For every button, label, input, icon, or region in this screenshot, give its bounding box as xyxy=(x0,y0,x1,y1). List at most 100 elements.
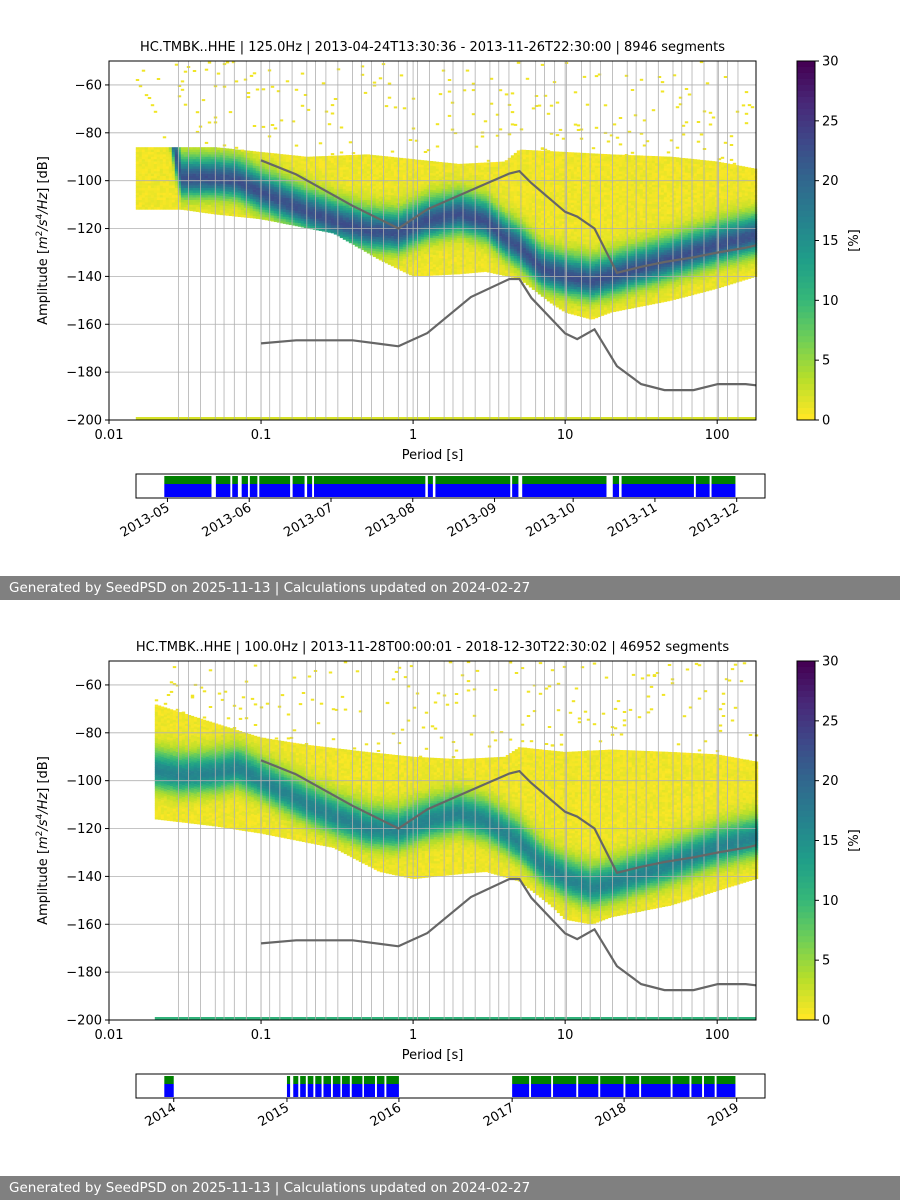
heatmap-cell xyxy=(504,215,509,219)
heatmap-cell xyxy=(363,238,368,242)
heatmap-cell xyxy=(348,234,353,237)
heatmap-cell xyxy=(348,241,353,244)
heatmap-cell xyxy=(201,164,206,167)
heatmap-cell xyxy=(516,174,521,178)
heatmap-cell xyxy=(252,204,257,207)
heatmap-cell xyxy=(462,259,467,263)
heatmap-cell xyxy=(465,168,470,171)
heatmap-cell xyxy=(312,187,317,191)
heatmap-cell xyxy=(312,226,317,229)
heatmap-cell xyxy=(462,223,467,227)
heatmap-cell xyxy=(378,177,383,180)
heatmap-cell xyxy=(210,166,215,170)
heatmap-cell xyxy=(495,214,500,218)
heatmap-cell xyxy=(318,161,323,164)
heatmap-cell xyxy=(165,149,170,153)
heatmap-cell xyxy=(270,213,275,216)
heatmap-cell xyxy=(360,226,365,230)
heatmap-cell xyxy=(309,216,314,220)
heatmap-cell xyxy=(372,195,377,199)
heatmap-cell xyxy=(486,196,491,199)
heatmap-cell xyxy=(234,178,239,181)
heatmap-cell xyxy=(492,224,497,228)
heatmap-cell xyxy=(270,155,275,159)
heatmap-cell xyxy=(252,175,257,178)
heatmap-cell xyxy=(207,176,212,179)
heatmap-cell xyxy=(432,206,437,210)
heatmap-cell xyxy=(432,187,437,191)
heatmap-cell xyxy=(345,193,350,197)
heatmap-cell xyxy=(471,204,476,207)
heatmap-cell xyxy=(375,193,380,197)
heatmap-cell xyxy=(348,174,353,177)
heatmap-cell xyxy=(279,168,284,172)
heatmap-cell xyxy=(513,196,518,199)
heatmap-cell xyxy=(423,162,428,166)
heatmap-cell xyxy=(393,229,398,232)
heatmap-cell xyxy=(135,154,140,158)
heatmap-cell xyxy=(462,211,467,215)
heatmap-cell xyxy=(315,225,320,229)
heatmap-cell xyxy=(519,272,524,275)
heatmap-cell xyxy=(519,200,524,203)
heatmap-cell xyxy=(432,274,437,276)
heatmap-cell xyxy=(192,185,197,189)
heatmap-cell xyxy=(345,219,350,223)
heatmap-cell xyxy=(399,237,404,240)
heatmap-cell xyxy=(348,236,353,240)
heatmap-cell xyxy=(456,247,461,251)
heatmap-cell xyxy=(447,196,452,200)
heatmap-cell xyxy=(471,165,476,169)
heatmap-cell xyxy=(444,215,449,219)
heatmap-cell xyxy=(522,257,527,261)
heatmap-cell xyxy=(246,208,251,211)
heatmap-cell xyxy=(237,159,242,162)
heatmap-cell xyxy=(156,154,161,158)
heatmap-cell xyxy=(249,167,254,171)
heatmap-cell xyxy=(375,201,380,204)
heatmap-cell xyxy=(261,197,266,201)
heatmap-cell xyxy=(504,244,509,247)
heatmap-cell xyxy=(225,177,230,180)
heatmap-cell xyxy=(270,189,275,192)
heatmap-cell xyxy=(516,205,521,209)
heatmap-cell xyxy=(150,204,155,208)
heatmap-cell xyxy=(336,162,341,166)
heatmap-cell xyxy=(201,185,206,189)
heatmap-cell xyxy=(486,193,491,197)
heatmap-cell xyxy=(456,211,461,215)
heatmap-cell xyxy=(159,188,164,191)
heatmap-cell xyxy=(183,204,188,208)
heatmap-cell xyxy=(318,199,323,203)
heatmap-cell xyxy=(453,266,458,270)
heatmap-cell xyxy=(408,166,413,169)
heatmap-cell xyxy=(156,159,161,162)
heatmap-cell xyxy=(435,228,440,232)
heatmap-cell xyxy=(435,164,440,167)
heatmap-cell xyxy=(216,197,221,201)
heatmap-cell xyxy=(456,245,461,249)
heatmap-cell xyxy=(384,204,389,207)
heatmap-cell xyxy=(327,189,332,193)
heatmap-cell xyxy=(357,185,362,189)
heatmap-cell xyxy=(501,197,506,201)
heatmap-cell xyxy=(516,203,521,206)
heatmap-cell xyxy=(249,196,254,200)
heatmap-cell xyxy=(435,166,440,170)
heatmap-cell xyxy=(402,177,407,181)
heatmap-cell xyxy=(495,217,500,220)
heatmap-cell xyxy=(333,160,338,164)
heatmap-cell xyxy=(348,205,353,209)
heatmap-cell xyxy=(234,151,239,155)
heatmap-cell xyxy=(393,186,398,189)
heatmap-cell xyxy=(189,166,194,170)
heatmap-cell xyxy=(270,208,275,211)
heatmap-cell xyxy=(195,173,200,177)
heatmap-cell xyxy=(399,215,404,219)
heatmap-cell xyxy=(411,259,416,263)
heatmap-cell xyxy=(387,187,392,191)
heatmap-cell xyxy=(507,196,512,199)
heatmap-cell xyxy=(363,202,368,206)
heatmap-cell xyxy=(189,156,194,160)
heatmap-cell xyxy=(372,176,377,180)
